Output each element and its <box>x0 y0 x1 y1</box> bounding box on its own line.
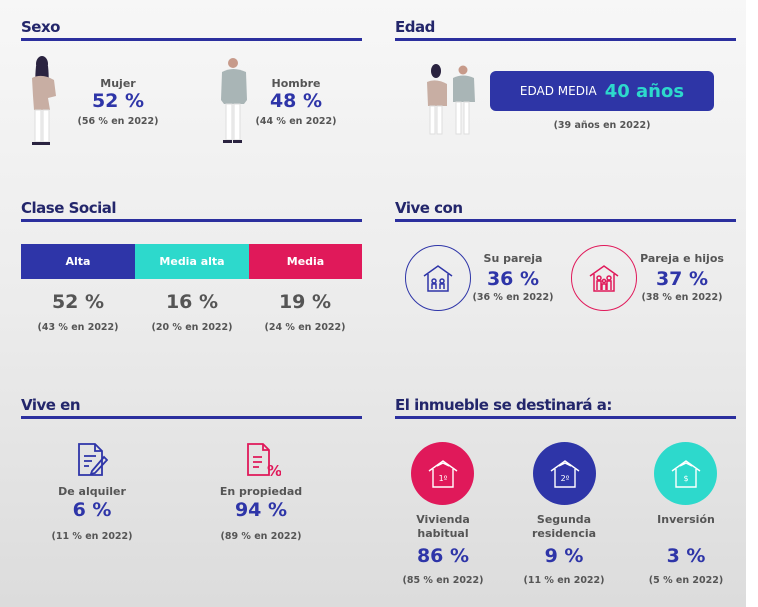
edad-media-value: 40 años <box>604 80 685 102</box>
clase-media-alta-prev: (20 % en 2022) <box>151 322 233 333</box>
pareja-hijos-prev: (38 % en 2022) <box>641 292 723 303</box>
su-pareja-label: Su pareja <box>483 252 543 265</box>
clase-alta-prev: (43 % en 2022) <box>37 322 119 333</box>
section-title-clase-social: Clase Social <box>21 199 117 217</box>
divider <box>21 219 362 222</box>
segunda-prev: (11 % en 2022) <box>523 575 605 586</box>
clase-alta-pct: 52 % <box>51 291 105 313</box>
house-first-icon: 1º <box>411 442 474 505</box>
segunda-pct: 9 % <box>544 545 584 567</box>
edad-prev: (39 años en 2022) <box>553 120 651 131</box>
section-title-edad: Edad <box>395 18 435 36</box>
hombre-prev: (44 % en 2022) <box>255 116 337 127</box>
woman-figure-icon <box>32 56 56 145</box>
inversion-prev: (5 % en 2022) <box>648 575 724 586</box>
segunda-label-2: residencia <box>531 527 597 540</box>
section-title-vive-con: Vive con <box>395 199 463 217</box>
alquiler-prev: (11 % en 2022) <box>51 531 133 542</box>
propiedad-pct: 94 % <box>234 499 288 521</box>
alquiler-pct: 6 % <box>72 499 112 521</box>
edad-media-box: EDAD MEDIA 40 años <box>490 71 714 111</box>
divider <box>395 416 736 419</box>
hombre-label: Hombre <box>271 77 321 90</box>
edad-media-label: EDAD MEDIA <box>519 84 597 98</box>
inversion-label: Inversión <box>657 513 715 526</box>
man-figure-icon <box>221 58 247 143</box>
right-margin <box>746 0 758 607</box>
vivienda-prev: (85 % en 2022) <box>402 575 484 586</box>
propiedad-label: En propiedad <box>219 485 303 498</box>
segunda-label-1: Segunda <box>536 513 592 526</box>
property-document-icon: % <box>247 443 281 478</box>
propiedad-prev: (89 % en 2022) <box>220 531 302 542</box>
svg-text:%: % <box>267 462 281 478</box>
svg-text:1º: 1º <box>438 474 447 483</box>
section-title-destino: El inmueble se destinará a: <box>395 396 612 414</box>
svg-text:$: $ <box>683 474 688 483</box>
house-second-icon: 2º <box>533 442 596 505</box>
section-title-vive-en: Vive en <box>21 396 81 414</box>
section-title-sexo: Sexo <box>21 18 60 36</box>
inversion-pct: 3 % <box>666 545 706 567</box>
hombre-pct: 48 % <box>269 90 323 112</box>
clase-media-alta-pct: 16 % <box>165 291 219 313</box>
mujer-prev: (56 % en 2022) <box>77 116 159 127</box>
rental-document-icon <box>78 443 108 476</box>
house-investment-icon: $ <box>654 442 717 505</box>
mujer-pct: 52 % <box>91 90 145 112</box>
pareja-hijos-pct: 37 % <box>655 268 709 290</box>
clase-bar-media: Media <box>249 244 362 279</box>
vivienda-label-1: Vivienda <box>416 513 470 526</box>
divider <box>21 416 362 419</box>
clase-media-pct: 19 % <box>278 291 332 313</box>
house-family-icon <box>571 245 637 311</box>
clase-media-prev: (24 % en 2022) <box>264 322 346 333</box>
vivienda-pct: 86 % <box>416 545 470 567</box>
su-pareja-prev: (36 % en 2022) <box>472 292 554 303</box>
couple-figure-icon <box>427 64 475 135</box>
su-pareja-pct: 36 % <box>486 268 540 290</box>
clase-bar-alta: Alta <box>21 244 135 279</box>
divider <box>395 38 736 41</box>
pareja-hijos-label: Pareja e hijos <box>640 252 724 265</box>
vivienda-label-2: habitual <box>417 527 469 540</box>
house-couple-icon <box>405 245 471 311</box>
clase-bar-media-alta: Media alta <box>135 244 249 279</box>
svg-text:2º: 2º <box>560 474 569 483</box>
divider <box>395 219 736 222</box>
mujer-label: Mujer <box>100 77 136 90</box>
alquiler-label: De alquiler <box>58 485 126 498</box>
divider <box>21 38 362 41</box>
